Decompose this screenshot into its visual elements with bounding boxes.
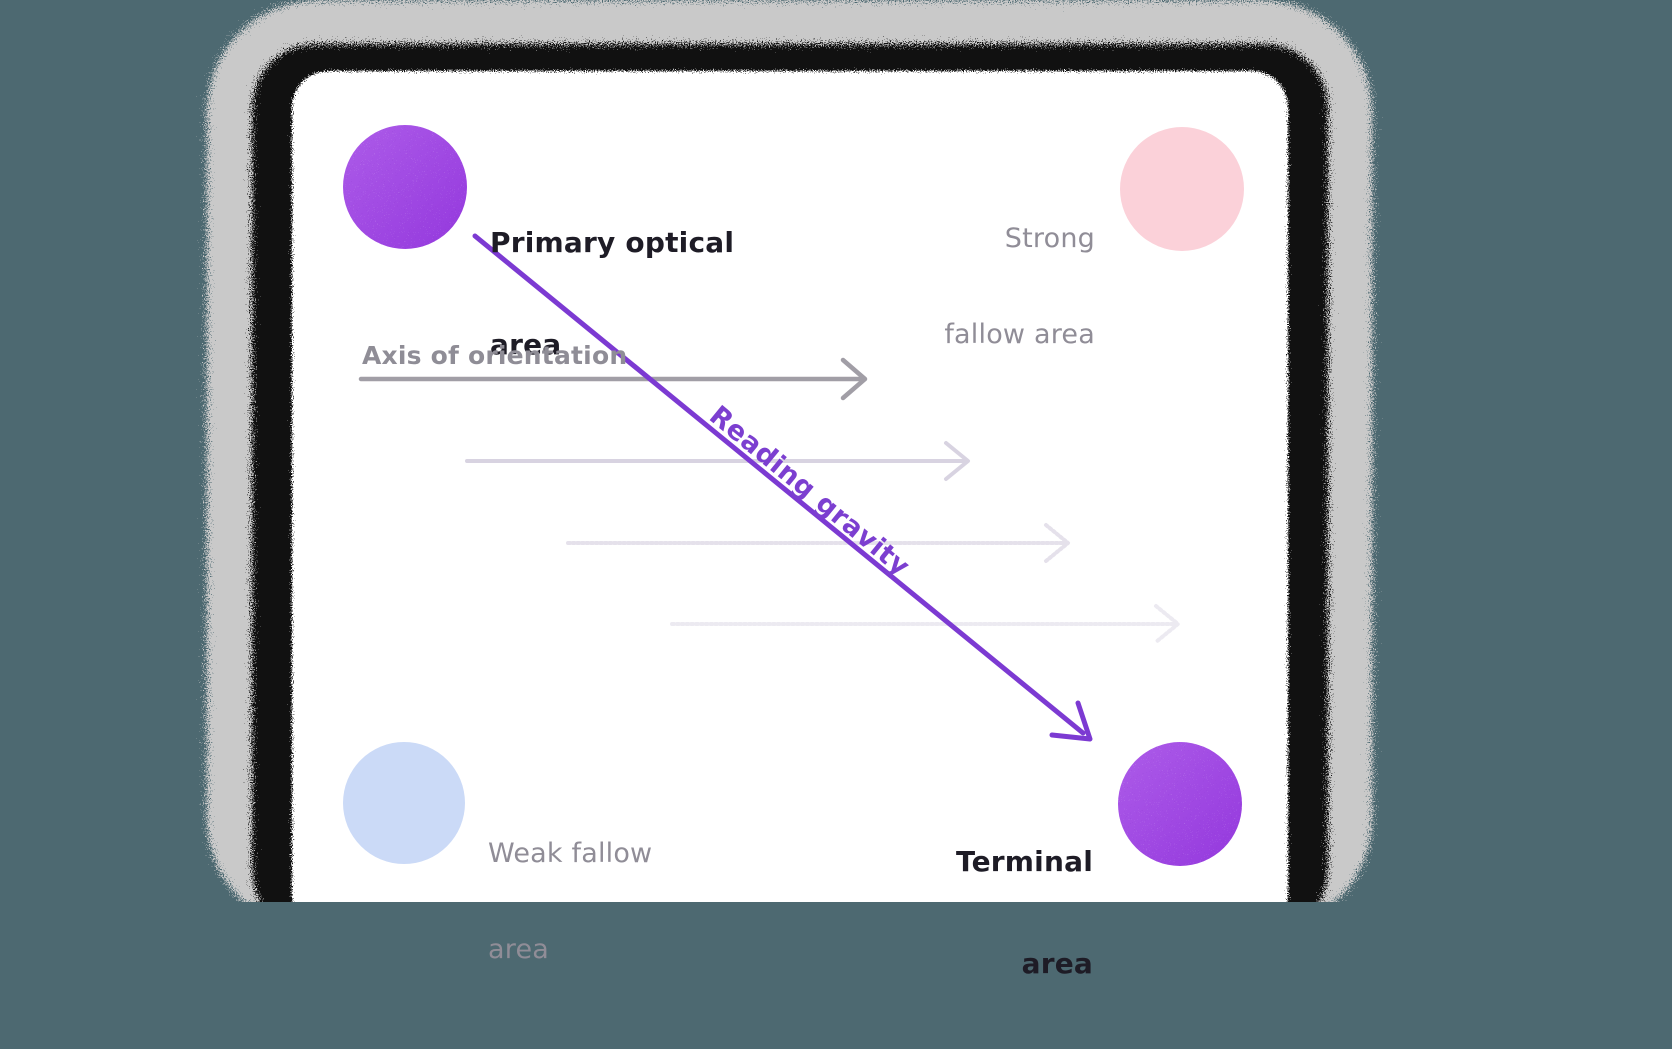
diagram-canvas xyxy=(207,0,1372,902)
terminal-area-label-line2: area xyxy=(1021,947,1093,980)
strong-fallow-circle xyxy=(1120,127,1244,251)
weak-fallow-area-label: Weak fallow area xyxy=(488,774,652,1030)
terminal-circle xyxy=(1118,742,1242,866)
gutenberg-diagram-page: Primary optical area Strong fallow area … xyxy=(207,0,1372,980)
axis-of-orientation-label: Axis of orientation xyxy=(362,341,628,370)
axis-arrow-3 xyxy=(566,523,1070,563)
primary-optical-area-label-line1: Primary optical xyxy=(490,226,735,259)
strong-fallow-area-label-line2: fallow area xyxy=(944,319,1095,350)
weak-fallow-area-label-line1: Weak fallow xyxy=(488,838,653,869)
axis-arrow-4 xyxy=(670,604,1180,644)
axis-arrow-1 xyxy=(358,357,868,401)
weak-fallow-area-label-line2: area xyxy=(488,934,550,965)
primary-optical-circle xyxy=(343,125,467,249)
terminal-area-label: Terminal area xyxy=(956,777,1093,1049)
weak-fallow-circle xyxy=(343,742,465,864)
primary-optical-area-label: Primary optical area xyxy=(490,158,734,430)
terminal-area-label-line1: Terminal xyxy=(956,845,1093,878)
strong-fallow-area-label: Strong fallow area xyxy=(944,159,1095,415)
strong-fallow-area-label-line1: Strong xyxy=(1004,223,1095,254)
reading-gravity-arrow xyxy=(472,233,1093,742)
primary-optical-area-label-line2: area xyxy=(490,328,562,361)
axis-arrow-2 xyxy=(465,441,970,481)
